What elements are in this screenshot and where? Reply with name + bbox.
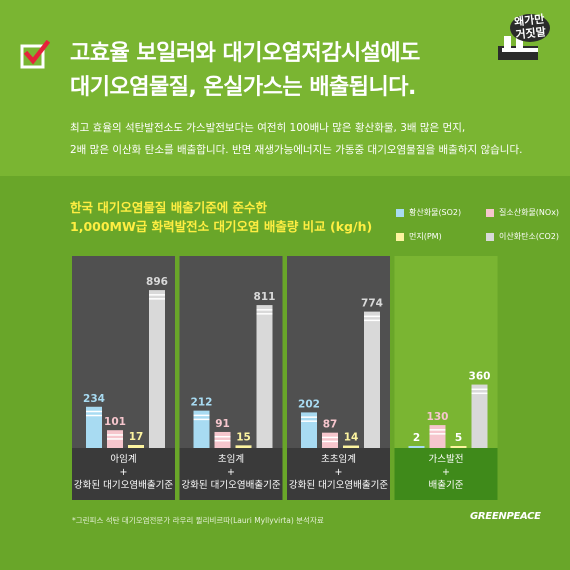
bar [429, 425, 446, 448]
bar-stripe [107, 438, 123, 440]
legend-swatch [486, 232, 494, 241]
bar-value-label: 202 [298, 398, 320, 410]
bar-value-label: 5 [455, 432, 462, 444]
legend-swatch [486, 208, 494, 217]
category-label: 가스발전 [429, 454, 464, 465]
bar-stripe [364, 315, 380, 318]
description-line-1: 최고 효율의 석탄발전소도 가스발전보다는 여전히 100배나 많은 황산화물,… [70, 122, 466, 134]
description: 최고 효율의 석탄발전소도 가스발전보다는 여전히 100배나 많은 황산화물,… [70, 117, 550, 161]
bar [128, 445, 144, 448]
bar [86, 406, 102, 448]
bar [235, 445, 252, 448]
bar-stripe [214, 439, 231, 442]
bar-value-label: 14 [344, 432, 359, 444]
campaign-logo: 왜가만 거짓말 [494, 8, 556, 64]
bar [256, 305, 273, 448]
bar [450, 446, 467, 448]
bar-value-label: 212 [191, 397, 213, 409]
bar-stripe [301, 420, 317, 422]
bar-stripe [429, 429, 446, 431]
description-line-2: 2배 많은 이산화 탄소를 배출합니다. 반면 재생가능에너지는 가동중 대기오… [70, 144, 523, 156]
header-section [0, 0, 570, 176]
category-label: + [120, 467, 128, 478]
logo-icon [498, 14, 550, 60]
bar-stripe [301, 416, 317, 418]
footnote: *그린피스 석탄 대기오염전문가 라우리 뮐리비르따(Lauri Myllyvi… [72, 516, 324, 525]
category-label: 아임계 [110, 453, 136, 465]
bar [149, 290, 165, 448]
bar-value-label: 87 [323, 419, 338, 431]
bar-value-label: 360 [469, 371, 491, 383]
greenpeace-logo: GREENPEACE [470, 511, 541, 522]
category-label: 강화된 대기오염배출기준 [289, 479, 388, 491]
bar-stripe [149, 294, 165, 296]
bar-stripe [322, 440, 338, 443]
legend-item-nox: 질소산화물(NOx) [486, 207, 559, 218]
bar [343, 445, 359, 448]
title-line-2: 대기오염물질, 온실가스는 배출됩니다. [70, 75, 416, 100]
bar-value-label: 896 [146, 276, 168, 288]
bar [322, 432, 338, 448]
bar-stripe [193, 414, 210, 417]
legend-swatch [396, 208, 404, 217]
chart-title-line-1: 한국 대기오염물질 배출기준에 준수한 [70, 200, 268, 215]
bar-stripe [256, 309, 273, 311]
bar-stripe [364, 319, 380, 322]
chart-title: 한국 대기오염물질 배출기준에 준수한 1,000MW급 화력발전소 대기오염 … [70, 198, 372, 236]
bar [193, 410, 210, 448]
bar-stripe [149, 298, 165, 300]
category-label-panel [287, 448, 390, 500]
legend-swatch [396, 232, 404, 241]
category-label-panel [72, 448, 175, 500]
bar-stripe [214, 435, 231, 438]
category-label: 배출기준 [429, 480, 464, 491]
bar-stripe [86, 410, 102, 413]
bar-value-label: 91 [215, 418, 230, 430]
bar [364, 311, 380, 448]
bar-stripe [471, 388, 488, 391]
category-label: 강화된 대기오염배출기준 [74, 479, 173, 491]
bar-value-label: 15 [236, 431, 251, 443]
bar-stripe [107, 434, 123, 436]
bar [408, 446, 425, 448]
category-label: + [335, 467, 343, 478]
bar-value-label: 774 [361, 298, 383, 310]
legend-item-pm: 먼지(PM) [396, 231, 442, 242]
category-label: + [227, 467, 235, 478]
bar [471, 384, 488, 448]
category-label: + [442, 467, 450, 478]
page-title: 고효율 보일러와 대기오염저감시설에도 대기오염물질, 온실가스는 배출됩니다. [70, 37, 420, 105]
bar-value-label: 17 [129, 431, 144, 443]
bar-stripe [86, 414, 102, 417]
category-label: 초임계 [218, 453, 244, 465]
checkbox-icon [20, 40, 50, 69]
bar-stripe [256, 313, 273, 315]
chart-title-line-2: 1,000MW급 화력발전소 대기오염 배출량 비교 (kg/h) [70, 219, 373, 234]
category-label: 초초임계 [321, 453, 356, 465]
bar-value-label: 234 [83, 393, 105, 405]
bar-stripe [193, 418, 210, 421]
bar-stripe [429, 433, 446, 435]
category-label-panel [394, 448, 498, 500]
bar-stripe [322, 436, 338, 439]
bar-value-label: 130 [427, 411, 449, 423]
legend-item-so2: 황산화물(SO2) [396, 207, 461, 218]
category-label: 강화된 대기오염배출기준 [181, 479, 280, 491]
legend-item-co2: 이산화탄소(CO2) [486, 231, 559, 242]
category-label-panel [179, 448, 283, 500]
category-group: 2 130 5 360 가스발전 + 배출기준 [394, 256, 498, 500]
bar-value-label: 811 [254, 291, 276, 303]
title-line-1: 고효율 보일러와 대기오염저감시설에도 [70, 41, 420, 66]
bar-stripe [471, 392, 488, 395]
bar-value-label: 101 [104, 416, 126, 428]
bar-value-label: 2 [413, 432, 420, 444]
